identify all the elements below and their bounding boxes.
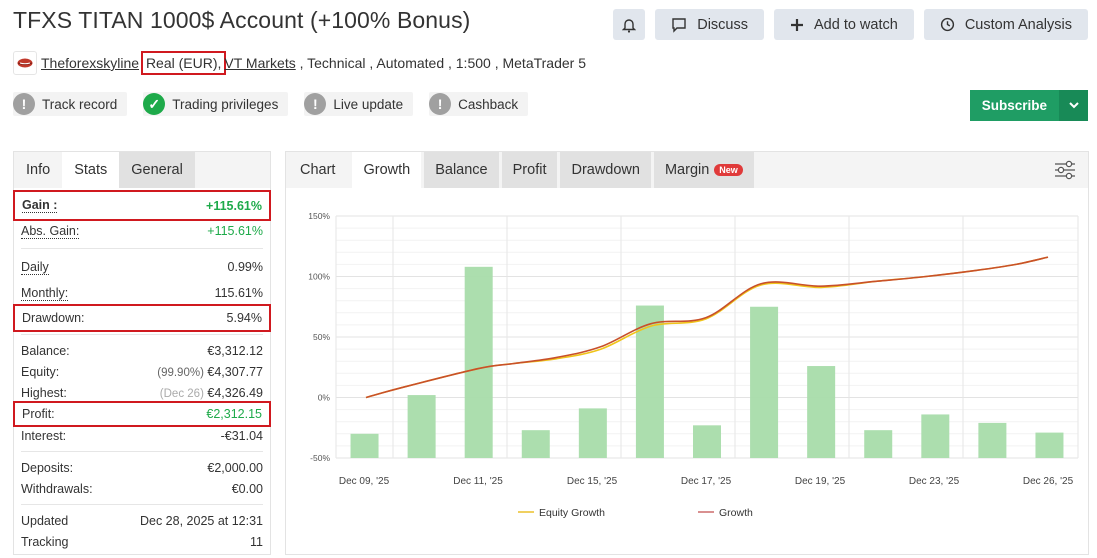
checkmark-icon: ✓ [143, 93, 166, 115]
abs-gain-row: Abs. Gain: +115.61% [21, 223, 263, 239]
bar [921, 414, 950, 458]
chart-tabs: Chart Growth Balance Profit Drawdown Mar… [286, 152, 1088, 188]
bar [464, 266, 493, 458]
subscribe-group: Subscribe [969, 90, 1088, 121]
bar [635, 305, 664, 458]
subscribe-dropdown[interactable] [1059, 90, 1088, 121]
tracking-row: Tracking 11 [21, 534, 263, 549]
bar [807, 366, 836, 458]
tab-general[interactable]: General [119, 152, 195, 188]
svg-text:Dec 23, '25: Dec 23, '25 [909, 476, 960, 487]
badge-cashback[interactable]: ! Cashback [429, 92, 529, 116]
sliders-icon [1055, 160, 1075, 180]
bar [750, 306, 779, 458]
exclamation-icon: ! [13, 93, 35, 115]
stats-panel: Info Stats General Gain : +115.61% Abs. … [13, 151, 271, 555]
gain-row: Gain : +115.61% [13, 190, 271, 221]
custom-analysis-button[interactable]: Custom Analysis [923, 9, 1088, 40]
bar [350, 433, 379, 458]
bar [693, 425, 721, 458]
interest-row: Interest: -€31.04 [21, 428, 263, 443]
svg-text:150%: 150% [308, 211, 330, 221]
clock-icon [940, 17, 954, 32]
page-title: TFXS TITAN 1000$ Account (+100% Bonus) [13, 7, 471, 33]
exclamation-icon: ! [304, 93, 327, 115]
notify-button[interactable] [613, 9, 646, 40]
legend-growth[interactable]: Growth [719, 507, 753, 519]
badge-track-record[interactable]: ! Track record [13, 92, 128, 116]
comment-icon [672, 17, 686, 33]
svg-text:Dec 15, '25: Dec 15, '25 [567, 476, 618, 487]
chart-legend: Equity Growth Growth [518, 507, 753, 519]
daily-row: Daily 0.99% [21, 259, 263, 275]
highest-row: Highest: (Dec 26) €4,326.49 [21, 385, 263, 400]
tab-growth[interactable]: Growth [352, 152, 422, 188]
tab-profit[interactable]: Profit [501, 152, 558, 188]
broker-link[interactable]: VT Markets [224, 55, 296, 71]
chart-panel: Chart Growth Balance Profit Drawdown Mar… [285, 151, 1089, 555]
chart-settings-button[interactable] [1054, 160, 1076, 185]
svg-text:50%: 50% [313, 332, 330, 342]
tab-drawdown[interactable]: Drawdown [560, 152, 651, 188]
bar [1035, 432, 1064, 458]
monthly-row: Monthly: 115.61% [21, 285, 263, 301]
svg-text:Dec 09, '25: Dec 09, '25 [339, 476, 390, 487]
verification-badges: ! Track record ✓ Trading privileges ! Live … [13, 92, 529, 116]
bar [521, 430, 550, 458]
equity-row: Equity: (99.90%) €4,307.77 [21, 364, 263, 379]
svg-text:Dec 11, '25: Dec 11, '25 [453, 476, 503, 487]
account-type: Real (EUR), [140, 51, 227, 75]
deposits-row: Deposits: €2,000.00 [21, 460, 263, 475]
svg-text:-50%: -50% [310, 453, 330, 463]
withdrawals-row: Withdrawals: €0.00 [21, 481, 263, 496]
svg-text:Dec 17, '25: Dec 17, '25 [681, 476, 732, 487]
badge-trading-privileges[interactable]: ✓ Trading privileges [143, 92, 289, 116]
svg-text:Dec 26, '25: Dec 26, '25 [1023, 476, 1074, 487]
svg-text:0%: 0% [318, 393, 331, 403]
tab-stats[interactable]: Stats [62, 152, 120, 188]
stats-tabs: Info Stats General [14, 152, 270, 188]
lips-icon [17, 58, 33, 68]
drawdown-row: Drawdown: 5.94% [13, 304, 271, 332]
new-badge: New [714, 164, 743, 176]
svg-text:100%: 100% [308, 272, 330, 282]
exclamation-icon: ! [429, 93, 452, 115]
bar [978, 422, 1007, 458]
profit-row: Profit: €2,312.15 [13, 401, 271, 427]
legend-equity-growth[interactable]: Equity Growth [539, 507, 605, 519]
plus-icon [790, 18, 803, 31]
balance-row: Balance: €3,312.12 [21, 343, 263, 358]
bar [864, 430, 893, 458]
account-details: , Technical , Automated , 1:500 , MetaTr… [295, 55, 586, 71]
toolbar: Discuss Add to watch Custom Analysis [613, 9, 1088, 40]
account-meta: Theforexskyline Real (EUR), VT Markets ,… [13, 51, 586, 75]
chart-label: Chart [300, 162, 336, 178]
author-link[interactable]: Theforexskyline [41, 55, 140, 71]
bar [578, 408, 607, 458]
growth-line [365, 256, 1049, 399]
avatar[interactable] [13, 51, 37, 75]
tab-balance[interactable]: Balance [424, 152, 499, 188]
add-to-watch-button[interactable]: Add to watch [773, 9, 914, 40]
bell-icon [622, 18, 637, 33]
subscribe-button[interactable]: Subscribe [969, 90, 1059, 121]
discuss-button[interactable]: Discuss [655, 9, 764, 40]
updated-row: Updated Dec 28, 2025 at 12:31 [21, 513, 263, 528]
bar [407, 395, 436, 458]
tab-info[interactable]: Info [26, 162, 51, 178]
growth-chart[interactable]: 150% 100% 50% 0% -50% Dec 09, '25 Dec 11, '25 D… [286, 188, 1088, 554]
chevron-down-icon [1068, 102, 1079, 109]
badge-live-update[interactable]: ! Live update [304, 92, 414, 116]
svg-text:Dec 19, '25: Dec 19, '25 [795, 476, 846, 487]
tab-margin[interactable]: Margin New [653, 152, 754, 188]
